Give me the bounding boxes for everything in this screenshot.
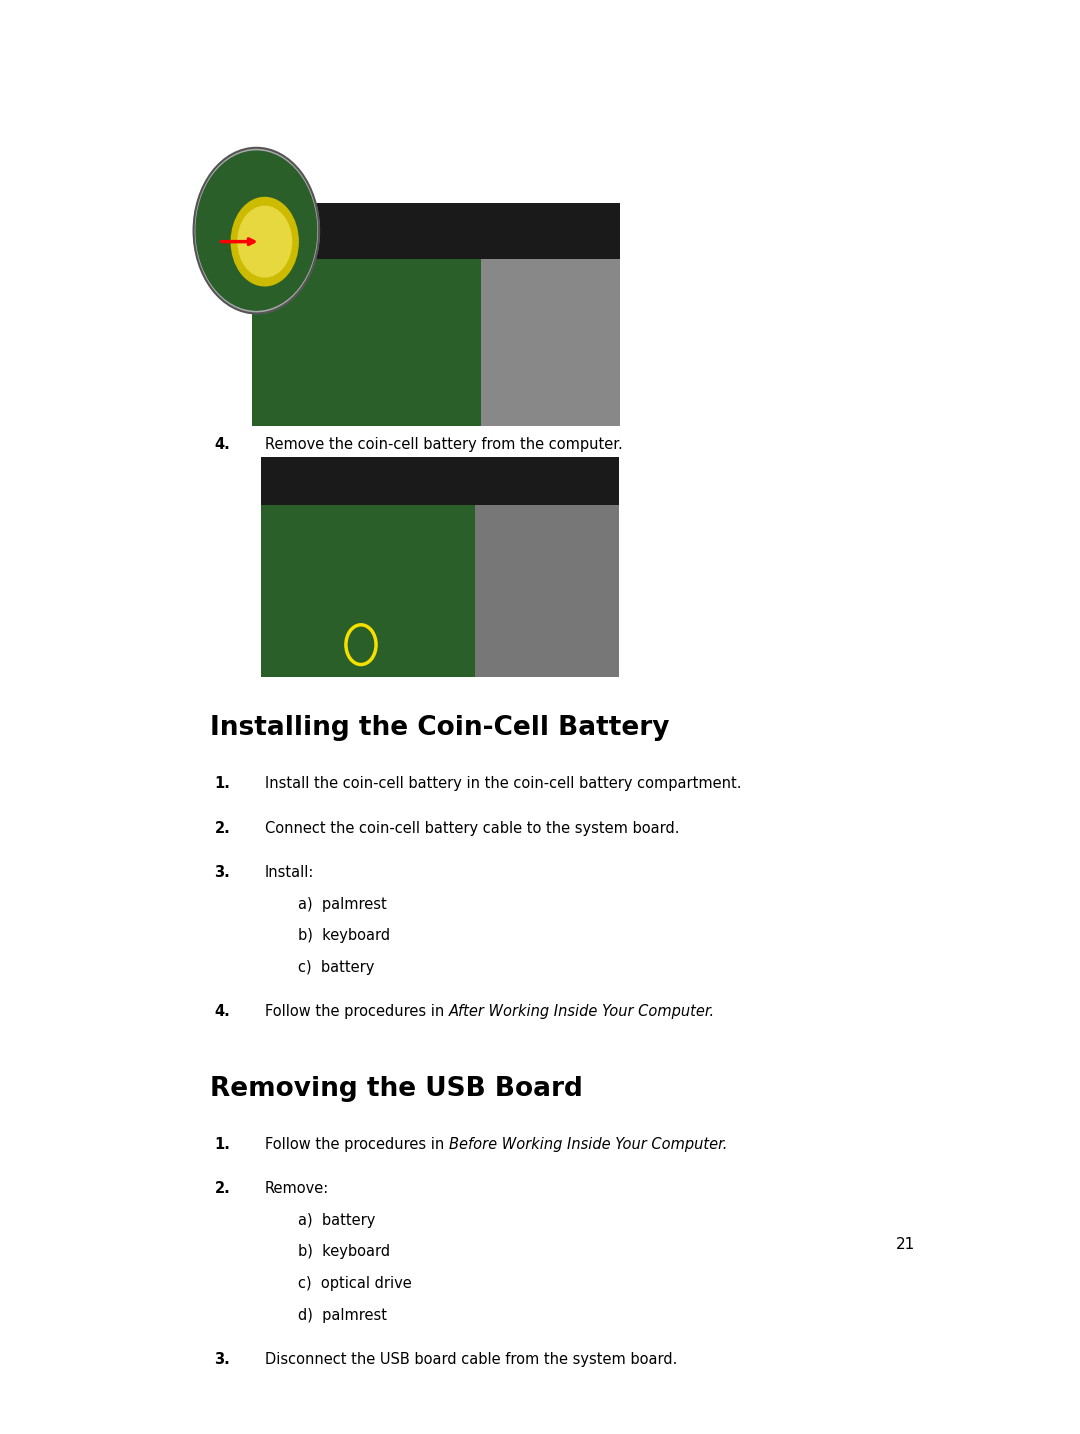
- Bar: [475, 505, 619, 677]
- Text: 3.: 3.: [215, 865, 230, 880]
- Bar: [253, 258, 481, 426]
- Text: Remove the coin-cell battery from the computer.: Remove the coin-cell battery from the co…: [265, 437, 622, 452]
- Circle shape: [231, 198, 298, 285]
- Bar: [253, 204, 620, 258]
- Text: Before Working Inside Your Computer.: Before Working Inside Your Computer.: [448, 1137, 727, 1152]
- Circle shape: [238, 206, 292, 277]
- Bar: [260, 457, 619, 505]
- Text: c)  battery: c) battery: [298, 959, 375, 975]
- Text: 2.: 2.: [215, 1182, 230, 1196]
- Text: 4.: 4.: [215, 1004, 230, 1020]
- Text: 4.: 4.: [215, 437, 230, 452]
- Bar: [253, 204, 620, 426]
- Text: b)  keyboard: b) keyboard: [298, 1245, 390, 1259]
- Circle shape: [193, 148, 320, 314]
- Text: 1.: 1.: [215, 1137, 230, 1152]
- Circle shape: [197, 151, 316, 310]
- Text: After Working Inside Your Computer.: After Working Inside Your Computer.: [448, 1004, 715, 1020]
- Text: 1.: 1.: [215, 776, 230, 792]
- Text: Installing the Coin-Cell Battery: Installing the Coin-Cell Battery: [211, 716, 670, 741]
- Text: Remove:: Remove:: [265, 1182, 329, 1196]
- Text: c)  optical drive: c) optical drive: [298, 1276, 411, 1291]
- Text: Install the coin-cell battery in the coin-cell battery compartment.: Install the coin-cell battery in the coi…: [265, 776, 741, 792]
- Text: 2.: 2.: [215, 820, 230, 836]
- Text: Install:: Install:: [265, 865, 314, 880]
- Text: Connect the coin-cell battery cable to the system board.: Connect the coin-cell battery cable to t…: [265, 820, 679, 836]
- Text: d)  palmrest: d) palmrest: [298, 1308, 388, 1322]
- Text: Removing the USB Board: Removing the USB Board: [211, 1076, 583, 1103]
- Text: 3.: 3.: [215, 1352, 230, 1367]
- Text: Follow the procedures in: Follow the procedures in: [265, 1137, 448, 1152]
- Text: a)  palmrest: a) palmrest: [298, 896, 387, 912]
- Text: b)  keyboard: b) keyboard: [298, 928, 390, 944]
- Bar: [260, 457, 619, 677]
- Text: Follow the procedures in: Follow the procedures in: [265, 1004, 448, 1020]
- Bar: [260, 505, 475, 677]
- Bar: [481, 258, 620, 426]
- Text: a)  battery: a) battery: [298, 1213, 376, 1228]
- Text: 21: 21: [895, 1238, 915, 1252]
- Text: Disconnect the USB board cable from the system board.: Disconnect the USB board cable from the …: [265, 1352, 677, 1367]
